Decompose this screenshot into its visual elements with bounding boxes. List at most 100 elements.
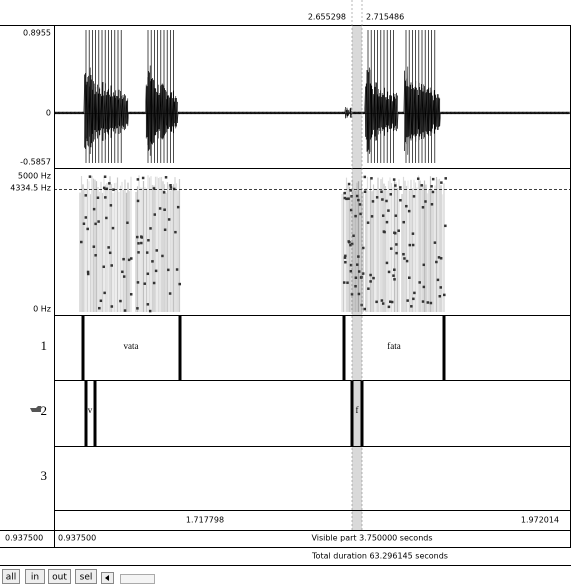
spectrogram-part [110,264,113,267]
spectrogram-part [413,291,416,295]
spectrogram-part [421,206,425,209]
spectrogram-part [397,229,400,232]
spectrogram-part [141,176,145,180]
spectrogram-part [355,194,359,198]
spectrogram-part [108,251,112,255]
tier-number: 3 [41,468,48,483]
spectrogram-part [354,285,357,288]
scroll-thumb[interactable] [120,574,155,584]
spectrogram-part [393,231,397,235]
spectrogram-part [136,281,140,284]
spectrogram-part [174,230,177,234]
button-label[interactable]: sel [80,573,93,583]
spectrogram-part [359,212,362,216]
wave-min: -0.5857 [20,158,51,167]
spectrogram-part [362,246,365,250]
interval-label: vata [124,341,139,351]
spectrogram-part [347,240,350,243]
spectrogram-part [366,221,370,224]
spectrogram-part [390,300,394,304]
spectrogram-part [343,196,347,200]
spectrogram-part [350,195,353,198]
spectrogram-part [363,175,367,179]
spectrogram-part [173,187,176,191]
spectrogram-part [344,260,347,264]
tier-number: 1 [41,338,48,353]
spectrogram-part [123,309,127,312]
spectrogram-part [387,305,391,309]
spectrogram-part [104,196,107,199]
spectrogram-part [412,297,415,301]
spectrogram-part [357,270,361,273]
spectrogram-part [169,184,172,187]
spectrogram-part [167,268,170,272]
spectrogram-part [444,224,447,228]
zoom-sel[interactable]: sel [75,569,97,584]
spectrogram-part [349,243,352,247]
spectrogram-part [88,175,92,178]
spectrogram-part [349,270,353,273]
spectrogram-part [96,196,100,200]
spectrogram-part [437,256,441,259]
spectrogram-part [108,182,111,185]
button-label[interactable]: in [31,573,39,583]
spectrogram-part [103,175,107,178]
spectrogram-part [387,209,390,212]
spectrogram-part [354,276,358,279]
spectrogram-part [148,309,152,313]
spectrogram-part [429,301,433,305]
spectrogram-part [99,299,103,303]
spectrogram-part [431,177,435,181]
spectrogram-part [176,205,180,209]
spectrogram-part [370,215,374,218]
tier-number: 2 [41,403,48,418]
zoom-out[interactable]: out [48,569,71,584]
spectrogram-part [393,268,396,271]
spectrogram-part [372,276,375,280]
total-duration: Total duration 63.296145 seconds [311,552,448,561]
start-time: 0.937500 [5,534,43,543]
spectrogram-part [349,189,352,192]
spectrogram-part [381,302,385,305]
spectrogram-part [97,220,100,223]
visible-start: 0.937500 [58,534,96,543]
spectrogram-part [136,199,140,203]
spectrogram-part [395,251,398,255]
spectrogram-part [102,265,105,269]
spectrogram-part [439,257,443,260]
spectrogram-part [418,281,421,284]
spectrogram-part [143,282,146,285]
spectrogram-part [375,196,379,199]
scroll-arrow [105,575,109,581]
spectrogram-part [94,222,97,226]
spectrogram-part [357,292,361,296]
spectrogram-part [98,306,101,310]
zoom-all[interactable]: all [2,569,20,584]
spectrogram-part [145,251,149,254]
button-label[interactable]: out [52,573,67,583]
spectrogram-part [162,191,166,194]
spectrogram-part [422,285,426,289]
spectrogram-part [155,249,158,252]
spectrogram-part [382,230,386,233]
selection-start: 2.655298 [308,13,346,22]
spectrogram-part [178,282,182,286]
spectrogram-part [343,256,347,259]
spectrogram-part [411,243,415,247]
spectrogram-part [350,293,354,296]
spectrogram-part [140,241,143,245]
spectrogram-part [345,197,348,201]
spectrogram-part [381,214,385,217]
spectrogram-part [394,184,397,187]
spectrogram-part [352,234,355,238]
spectrogram-part [357,198,360,202]
boundaries [81,316,446,446]
zoom-in[interactable]: in [25,569,45,584]
spectrogram-part [420,184,423,187]
spectrogram-part [103,291,106,295]
spectrogram-part [381,198,384,201]
button-label[interactable]: all [6,573,17,583]
spectrogram-part [438,295,442,298]
spectrogram-part [342,281,346,284]
spectrogram-part [399,186,402,189]
